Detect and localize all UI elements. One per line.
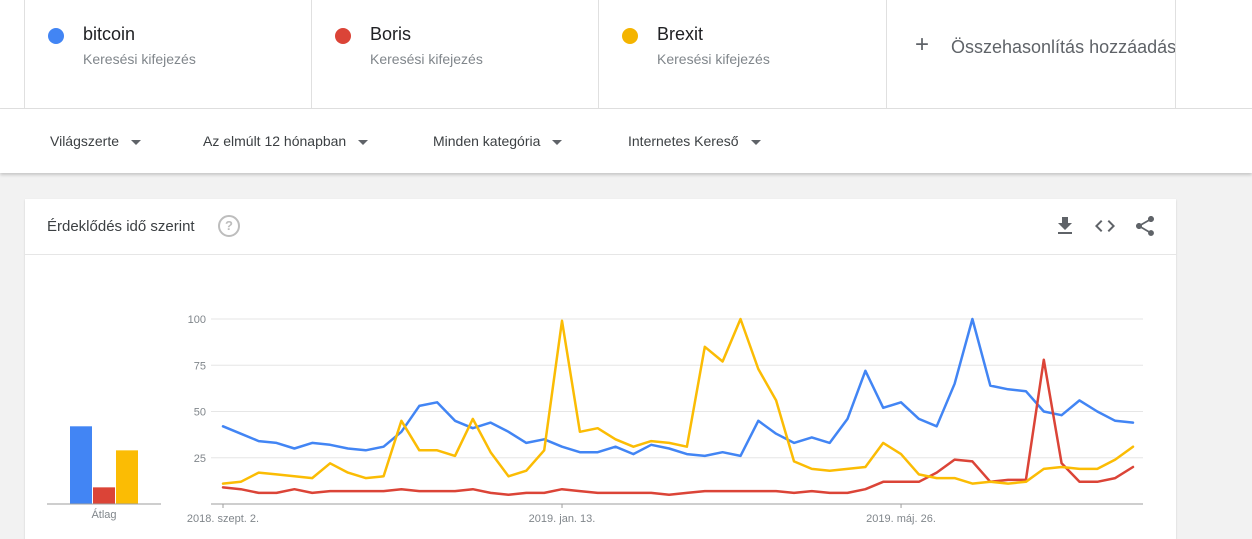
comparison-bar: bitcoin Keresési kifejezés Boris Keresés… (0, 0, 1252, 109)
search-property-label: Internetes Kereső (628, 133, 739, 149)
average-bar-bitcoin (70, 426, 92, 504)
y-tick-label: 50 (194, 407, 206, 419)
series-color-dot (48, 28, 64, 44)
term-name: Boris (370, 24, 412, 44)
caret-down-icon (552, 139, 563, 145)
interest-over-time-card: Érdeklődés idő szerint ? 25 50 75 100 2018. … (25, 199, 1176, 539)
time-range-label: Az elmúlt 12 hónapban (203, 133, 347, 149)
series-line-boris (221, 358, 1135, 497)
caret-down-icon (750, 139, 761, 145)
caret-down-icon (358, 139, 369, 145)
caret-down-icon (131, 139, 142, 145)
filter-bar: Világszerte Az elmúlt 12 hónapban Minden… (0, 109, 1252, 173)
average-label: Átlag (91, 508, 116, 521)
add-comparison-label: Összehasonlítás hozzáadása (951, 37, 1176, 57)
term-card-boris[interactable]: Boris Keresési kifejezés (311, 0, 599, 108)
series-color-dot (622, 28, 638, 44)
term-type: Keresési kifejezés (657, 51, 770, 67)
term-type: Keresési kifejezés (370, 51, 483, 67)
series-line-bitcoin (221, 317, 1135, 458)
y-tick-label: 25 (194, 453, 206, 465)
add-comparison-button[interactable]: + Összehasonlítás hozzáadása (886, 0, 1176, 108)
term-card-brexit[interactable]: Brexit Keresési kifejezés (598, 0, 886, 108)
term-name: Brexit (657, 24, 704, 44)
plus-icon: + (915, 31, 930, 58)
card-header: Érdeklődés idő szerint ? (25, 199, 1176, 255)
x-tick-label: 2019. jan. 13. (529, 513, 596, 525)
y-tick-label: 75 (194, 360, 206, 372)
region-label: Világszerte (50, 133, 120, 149)
card-title: Érdeklődés idő szerint (47, 218, 195, 235)
download-icon[interactable] (1053, 214, 1077, 238)
region-dropdown[interactable]: Világszerte (50, 133, 142, 149)
share-icon[interactable] (1133, 214, 1157, 238)
x-tick-label: 2019. máj. 26. (866, 513, 936, 525)
average-bar-brexit (116, 450, 138, 504)
interest-over-time-chart[interactable]: 25 50 75 100 2018. szept. 2. 2019. jan. 13. 20… (25, 199, 1176, 539)
category-dropdown[interactable]: Minden kategória (433, 133, 563, 149)
term-name: bitcoin (83, 24, 136, 44)
average-bar-boris (93, 487, 115, 504)
embed-code-icon[interactable] (1093, 214, 1117, 238)
x-tick-label: 2018. szept. 2. (187, 513, 259, 525)
search-property-dropdown[interactable]: Internetes Kereső (628, 133, 761, 149)
term-type: Keresési kifejezés (83, 51, 196, 67)
time-range-dropdown[interactable]: Az elmúlt 12 hónapban (203, 133, 369, 149)
help-icon[interactable]: ? (218, 215, 240, 237)
series-color-dot (335, 28, 351, 44)
y-tick-label: 100 (188, 314, 206, 326)
series-line-brexit (221, 317, 1135, 485)
category-label: Minden kategória (433, 133, 541, 149)
term-card-bitcoin[interactable]: bitcoin Keresési kifejezés (24, 0, 312, 108)
